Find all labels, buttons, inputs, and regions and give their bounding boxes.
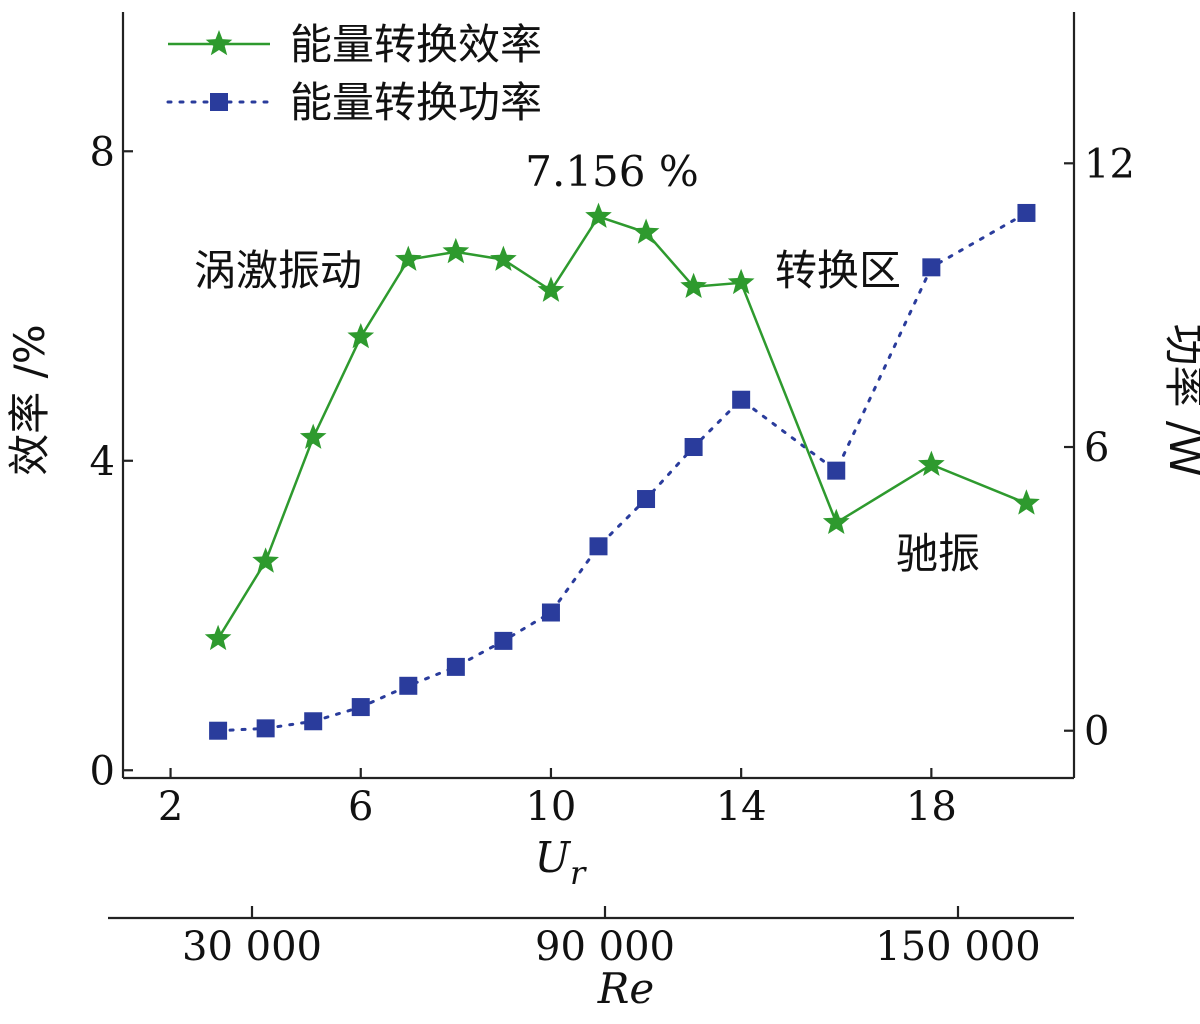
x-tick-label: 6 <box>348 784 373 830</box>
efficiency-point <box>395 245 422 271</box>
power-series-line <box>216 211 1028 733</box>
x-axis-title-main: U <box>535 833 572 882</box>
left-axis-title: 效率 /% <box>5 324 54 475</box>
annotation-transition: 转换区 <box>775 246 901 295</box>
efficiency-point <box>727 268 755 295</box>
x-tick-label: 14 <box>716 784 767 830</box>
x-tick-label: 10 <box>525 784 576 830</box>
power-point <box>684 438 703 457</box>
efficiency-point <box>918 450 945 476</box>
legend-efficiency-marker <box>205 30 233 56</box>
y-right-tick-label: 0 <box>1084 709 1109 755</box>
legend-power-marker <box>210 93 228 111</box>
efficiency-point <box>1013 489 1040 515</box>
x-tick-label: 2 <box>158 784 183 830</box>
efficiency-point <box>252 547 279 573</box>
ticks: 2 6 10 14 18 0 4 8 0 6 12 30 000 90 000 150 000 <box>90 129 1135 970</box>
efficiency-point <box>680 272 707 298</box>
efficiency-point <box>442 237 470 264</box>
re-tick-label: 150 000 <box>875 924 1040 970</box>
y-right-tick-label: 12 <box>1084 141 1135 187</box>
right-axis-title: 功率 /W <box>1160 323 1200 476</box>
annotation-peak: 7.156 % <box>525 147 699 196</box>
efficiency-point <box>822 508 850 534</box>
annotation-galloping: 驰振 <box>896 529 980 578</box>
y-left-tick-label: 4 <box>90 439 115 485</box>
efficiency-point <box>490 245 517 271</box>
power-point <box>256 719 275 738</box>
x-tick-label: 18 <box>906 784 957 830</box>
power-point <box>732 390 751 409</box>
series-layer <box>204 202 1040 740</box>
re-tick-label: 30 000 <box>182 924 322 970</box>
power-point <box>541 603 560 622</box>
y-left-tick-label: 8 <box>90 129 115 175</box>
power-point <box>922 258 941 277</box>
power-point <box>1017 203 1036 222</box>
y-right-tick-label: 6 <box>1084 425 1109 471</box>
efficiency-point <box>585 202 612 228</box>
re-tick-label: 90 000 <box>535 924 675 970</box>
efficiency-point <box>632 218 660 244</box>
power-point <box>637 490 656 509</box>
x-axis-title: Ur <box>535 833 587 892</box>
legend-efficiency-label: 能量转换效率 <box>290 20 542 69</box>
power-point <box>589 537 608 556</box>
y-left-tick-label: 0 <box>90 748 115 794</box>
power-point <box>304 712 323 731</box>
axes <box>108 12 1076 920</box>
efficiency-point <box>204 624 232 651</box>
power-point <box>446 657 465 676</box>
efficiency-point <box>347 323 375 349</box>
power-point <box>209 721 228 740</box>
efficiency-point <box>299 423 327 449</box>
secondary-axis-title: Re <box>597 964 654 1013</box>
efficiency-point <box>537 276 565 302</box>
x-axis-title-subscript: r <box>570 854 587 892</box>
power-point <box>494 631 513 650</box>
power-point <box>827 461 846 480</box>
annotation-viv: 涡激振动 <box>194 246 362 295</box>
legend-power-label: 能量转换功率 <box>290 78 542 127</box>
power-point <box>399 676 418 695</box>
power-point <box>351 698 370 717</box>
